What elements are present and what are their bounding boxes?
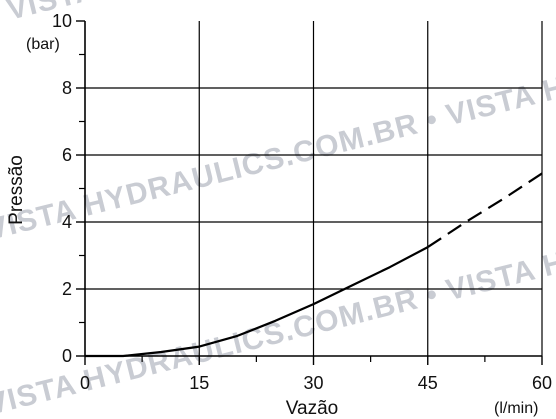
axes — [84, 21, 542, 357]
tick-labels: 0 15 30 45 60 0 2 4 6 8 10 — [52, 11, 552, 393]
x-unit-label: (l/min) — [494, 400, 538, 417]
y-axis-title: Pressão — [6, 155, 27, 225]
x-axis-title: Vazão — [286, 398, 338, 419]
minor-ticks — [76, 20, 543, 365]
x-tick-label-45: 45 — [418, 373, 438, 393]
y-tick-label-0: 0 — [62, 346, 72, 366]
series-line-solid — [85, 246, 429, 358]
x-tick-label-30: 30 — [303, 373, 323, 393]
x-tick-label-60: 60 — [532, 373, 552, 393]
series — [85, 172, 543, 358]
grid — [85, 21, 543, 356]
y-tick-label-8: 8 — [62, 78, 72, 98]
x-tick-label-15: 15 — [189, 373, 209, 393]
series-line-dashed — [427, 172, 543, 249]
x-tick-label-0: 0 — [80, 373, 90, 393]
y-tick-label-10: 10 — [52, 11, 72, 31]
y-unit-label: (bar) — [26, 36, 60, 53]
y-tick-label-6: 6 — [62, 145, 72, 165]
watermark-text-top: VISTA HYDRAULICS.COM.BR • VISTA HYDRAULI… — [4, 0, 556, 27]
y-tick-label-4: 4 — [62, 212, 72, 232]
y-tick-label-2: 2 — [62, 279, 72, 299]
